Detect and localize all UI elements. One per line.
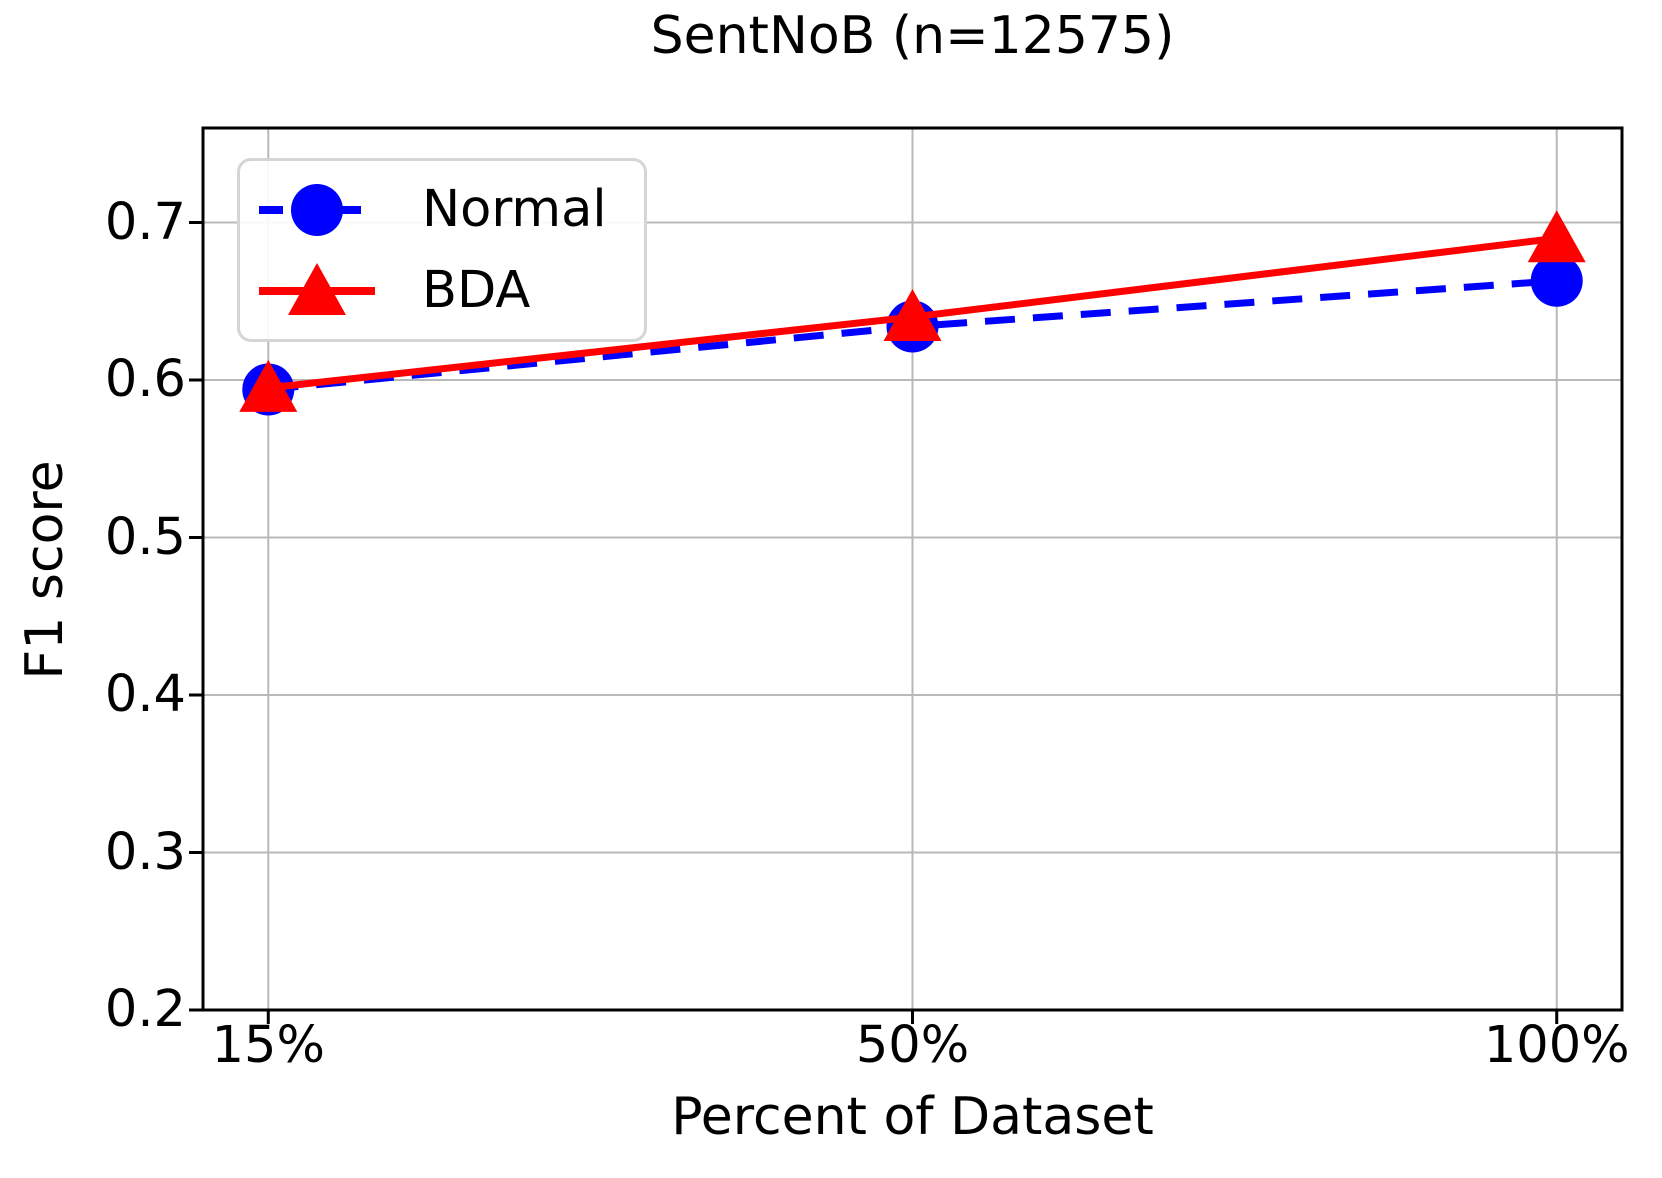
- data-point-normal: [1530, 254, 1583, 307]
- y-tick-label: 0.6: [104, 350, 186, 409]
- chart-title: SentNoB (n=12575): [650, 6, 1175, 66]
- x-axis-label: Percent of Dataset: [671, 1087, 1154, 1147]
- normal-dashed-circle-icon: [259, 183, 375, 236]
- y-tick-label: 0.4: [104, 665, 186, 724]
- data-point-bda: [239, 359, 298, 412]
- y-axis-label: F1 score: [15, 460, 75, 680]
- y-tick-label: 0.3: [104, 822, 186, 882]
- y-tick-label: 0.5: [104, 507, 186, 567]
- data-point-bda: [883, 289, 942, 341]
- legend-label-normal: Normal: [422, 179, 607, 239]
- x-tick-label: 50%: [855, 1016, 970, 1075]
- x-tick-label: 100%: [1483, 1016, 1630, 1075]
- legend-item-normal: Normal: [256, 180, 644, 240]
- y-tick-label: 0.7: [104, 192, 186, 252]
- data-point-bda: [1527, 210, 1586, 263]
- bda-solid-triangle-icon: [259, 262, 375, 315]
- legend-item-bda: BDA: [256, 261, 644, 321]
- y-tick-label: 0.2: [104, 980, 186, 1039]
- x-tick-label: 15%: [211, 1016, 325, 1075]
- legend: Normal BDA: [237, 158, 647, 342]
- legend-label-bda: BDA: [422, 260, 531, 320]
